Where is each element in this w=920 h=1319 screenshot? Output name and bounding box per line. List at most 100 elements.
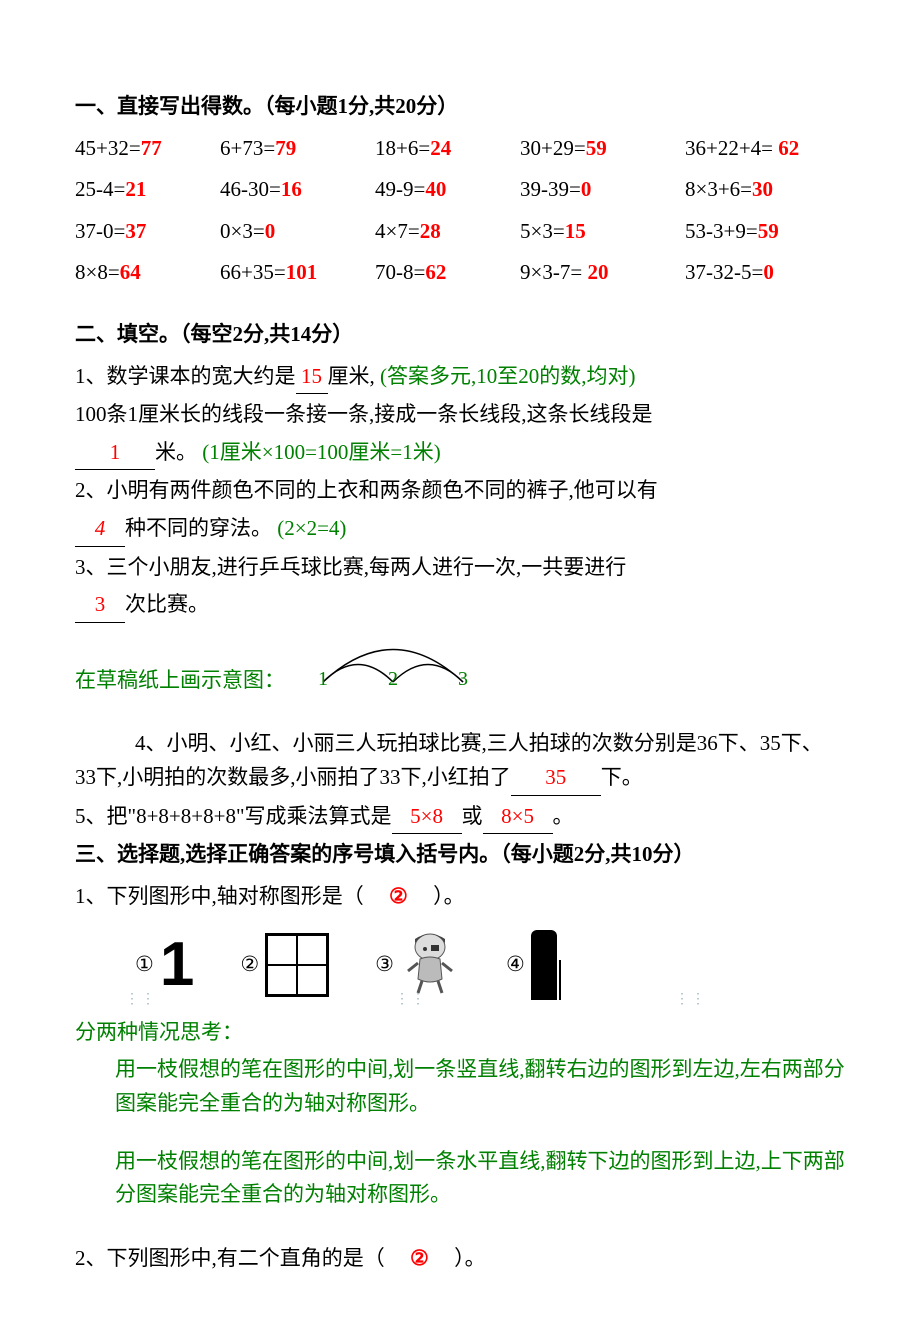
hint: (答案多元,10至20的数,均对) — [380, 364, 636, 388]
option-1: ① 1 — [135, 934, 194, 996]
text: 次比赛。 — [125, 592, 209, 616]
answer: 15 — [565, 219, 586, 243]
section3-title: 三、选择题,选择正确答案的序号填入括号内。（每小题2分,共10分） — [75, 838, 845, 872]
expr: 53-3+9= — [685, 219, 758, 243]
answer: 40 — [425, 177, 446, 201]
expr: 4×7= — [375, 219, 420, 243]
answer: 0 — [581, 177, 592, 201]
q2-3: 3、三个小朋友,进行乒乓球比赛,每两人进行一次,一共要进行 — [75, 551, 845, 585]
option-label: ① — [135, 948, 154, 982]
expr: 37-0= — [75, 219, 125, 243]
node-2: 2 — [388, 668, 398, 687]
calc-cell: 5×3=15 — [520, 215, 685, 249]
blank-answer: 5×8 — [392, 800, 462, 835]
q2-1b: 100条1厘米长的线段一条接一条,接成一条长线段,这条长线段是 — [75, 398, 845, 432]
calc-cell: 9×3-7= 20 — [520, 256, 685, 290]
answer: 30 — [752, 177, 773, 201]
answer: 20 — [587, 260, 608, 284]
answer: 64 — [120, 260, 141, 284]
q2-2: 2、小明有两件颜色不同的上衣和两条颜色不同的裤子,他可以有 — [75, 474, 845, 508]
text: 米。 — [155, 440, 197, 464]
calc-cell: 45+32=77 — [75, 132, 220, 166]
option-label: ③ — [375, 948, 394, 982]
anchor-dots-icon: ⋮⋮ — [675, 989, 707, 1011]
option-2: ② — [240, 933, 329, 997]
calc-cell: 37-0=37 — [75, 215, 220, 249]
answer: 28 — [420, 219, 441, 243]
digit-1-icon: 1 — [160, 934, 194, 996]
calc-cell: 25-4=21 — [75, 173, 220, 207]
calc-cell: 66+35=101 — [220, 256, 375, 290]
calc-cell: 6+73=79 — [220, 132, 375, 166]
q2-2-ans: 4种不同的穿法。 (2×2=4) — [75, 512, 845, 547]
hint: (1厘米×100=100厘米=1米) — [202, 440, 441, 464]
expr: 6+73= — [220, 136, 275, 160]
section2-title: 二、填空。（每空2分,共14分） — [75, 318, 845, 352]
blank-answer: 8×5 — [483, 800, 553, 835]
answer: 79 — [275, 136, 296, 160]
calc-cell: 30+29=59 — [520, 132, 685, 166]
q2-3-ans: 3次比赛。 — [75, 588, 845, 623]
expr: 46-30= — [220, 177, 281, 201]
green-p1: 用一枝假想的笔在图形的中间,划一条竖直线,翻转右边的图形到左边,左右两部分图案能… — [115, 1053, 845, 1120]
text: 5、把"8+8+8+8+8"写成乘法算式是 — [75, 804, 392, 828]
green-heading: 分两种情况思考： — [75, 1016, 845, 1050]
text: 4、小明、小红、小丽三人玩拍球比赛,三人拍球的次数分别是36下、35下、 — [135, 731, 823, 755]
option-label: ④ — [506, 948, 525, 982]
expr: 45+32= — [75, 136, 141, 160]
text: 1、下列图形中,轴对称图形是（ — [75, 884, 364, 908]
text: 1、数学课本的宽大约是 — [75, 364, 296, 388]
choice-answer: ② — [389, 884, 408, 908]
text: 3、三个小朋友,进行乒乓球比赛,每两人进行一次,一共要进行 — [75, 555, 626, 579]
calc-cell: 8×8=64 — [75, 256, 220, 290]
calc-cell: 70-8=62 — [375, 256, 520, 290]
q2-4: 4、小明、小红、小丽三人玩拍球比赛,三人拍球的次数分别是36下、35下、 33下… — [75, 727, 845, 795]
calc-cell: 36+22+4= 62 — [685, 132, 845, 166]
blank-answer: 35 — [511, 761, 601, 796]
text: 100条1厘米长的线段一条接一条,接成一条长线段,这条长线段是 — [75, 402, 653, 426]
hint: (2×2=4) — [277, 516, 346, 540]
answer: 21 — [125, 177, 146, 201]
text: 或 — [462, 804, 483, 828]
answer: 59 — [586, 136, 607, 160]
anchor-dots-icon: ⋮⋮ — [395, 989, 427, 1011]
calc-cell: 46-30=16 — [220, 173, 375, 207]
comb-icon — [531, 930, 557, 1000]
q2-3-diagram: 在草稿纸上画示意图： 1 2 3 — [75, 627, 845, 698]
node-1: 1 — [318, 668, 328, 687]
answer: 59 — [758, 219, 779, 243]
calc-cell: 4×7=28 — [375, 215, 520, 249]
text: 。 — [553, 804, 574, 828]
expr: 70-8= — [375, 260, 425, 284]
text: ）。 — [454, 1246, 486, 1270]
expr: 49-9= — [375, 177, 425, 201]
answer: 62 — [425, 260, 446, 284]
answer: 24 — [430, 136, 451, 160]
blank-answer: 1 — [75, 436, 155, 471]
expr: 25-4= — [75, 177, 125, 201]
q3-1: 1、下列图形中,轴对称图形是（ ② ）。 — [75, 880, 845, 914]
calc-cell: 49-9=40 — [375, 173, 520, 207]
text: 下。 — [601, 765, 643, 789]
text: 2、下列图形中,有二个直角的是（ — [75, 1246, 385, 1270]
green-p2: 用一枝假想的笔在图形的中间,划一条水平直线,翻转下边的图形到上边,上下两部分图案… — [115, 1145, 845, 1212]
q2-1b-ans: 1米。 (1厘米×100=100厘米=1米) — [75, 436, 845, 471]
calc-cell: 37-32-5=0 — [685, 256, 845, 290]
answer: 62 — [778, 136, 799, 160]
calc-cell: 39-39=0 — [520, 173, 685, 207]
calc-cell: 8×3+6=30 — [685, 173, 845, 207]
choice-options-row: ① 1 ② ③ ④ ⋮⋮ — [135, 923, 845, 1006]
diagram-label: 在草稿纸上画示意图： — [75, 664, 285, 698]
expr: 9×3-7= — [520, 260, 587, 284]
arc-diagram: 1 2 3 — [303, 627, 493, 698]
choice-answer: ② — [410, 1246, 429, 1270]
section1-title: 一、直接写出得数。（每小题1分,共20分） — [75, 90, 845, 124]
option-label: ② — [240, 948, 259, 982]
answer: 77 — [141, 136, 162, 160]
blank-answer: 3 — [75, 588, 125, 623]
anchor-dots-icon: ⋮⋮ — [125, 989, 157, 1011]
text: 厘米, — [328, 364, 375, 388]
expr: 5×3= — [520, 219, 565, 243]
calc-cell: 0×3=0 — [220, 215, 375, 249]
calc-cell: 18+6=24 — [375, 132, 520, 166]
